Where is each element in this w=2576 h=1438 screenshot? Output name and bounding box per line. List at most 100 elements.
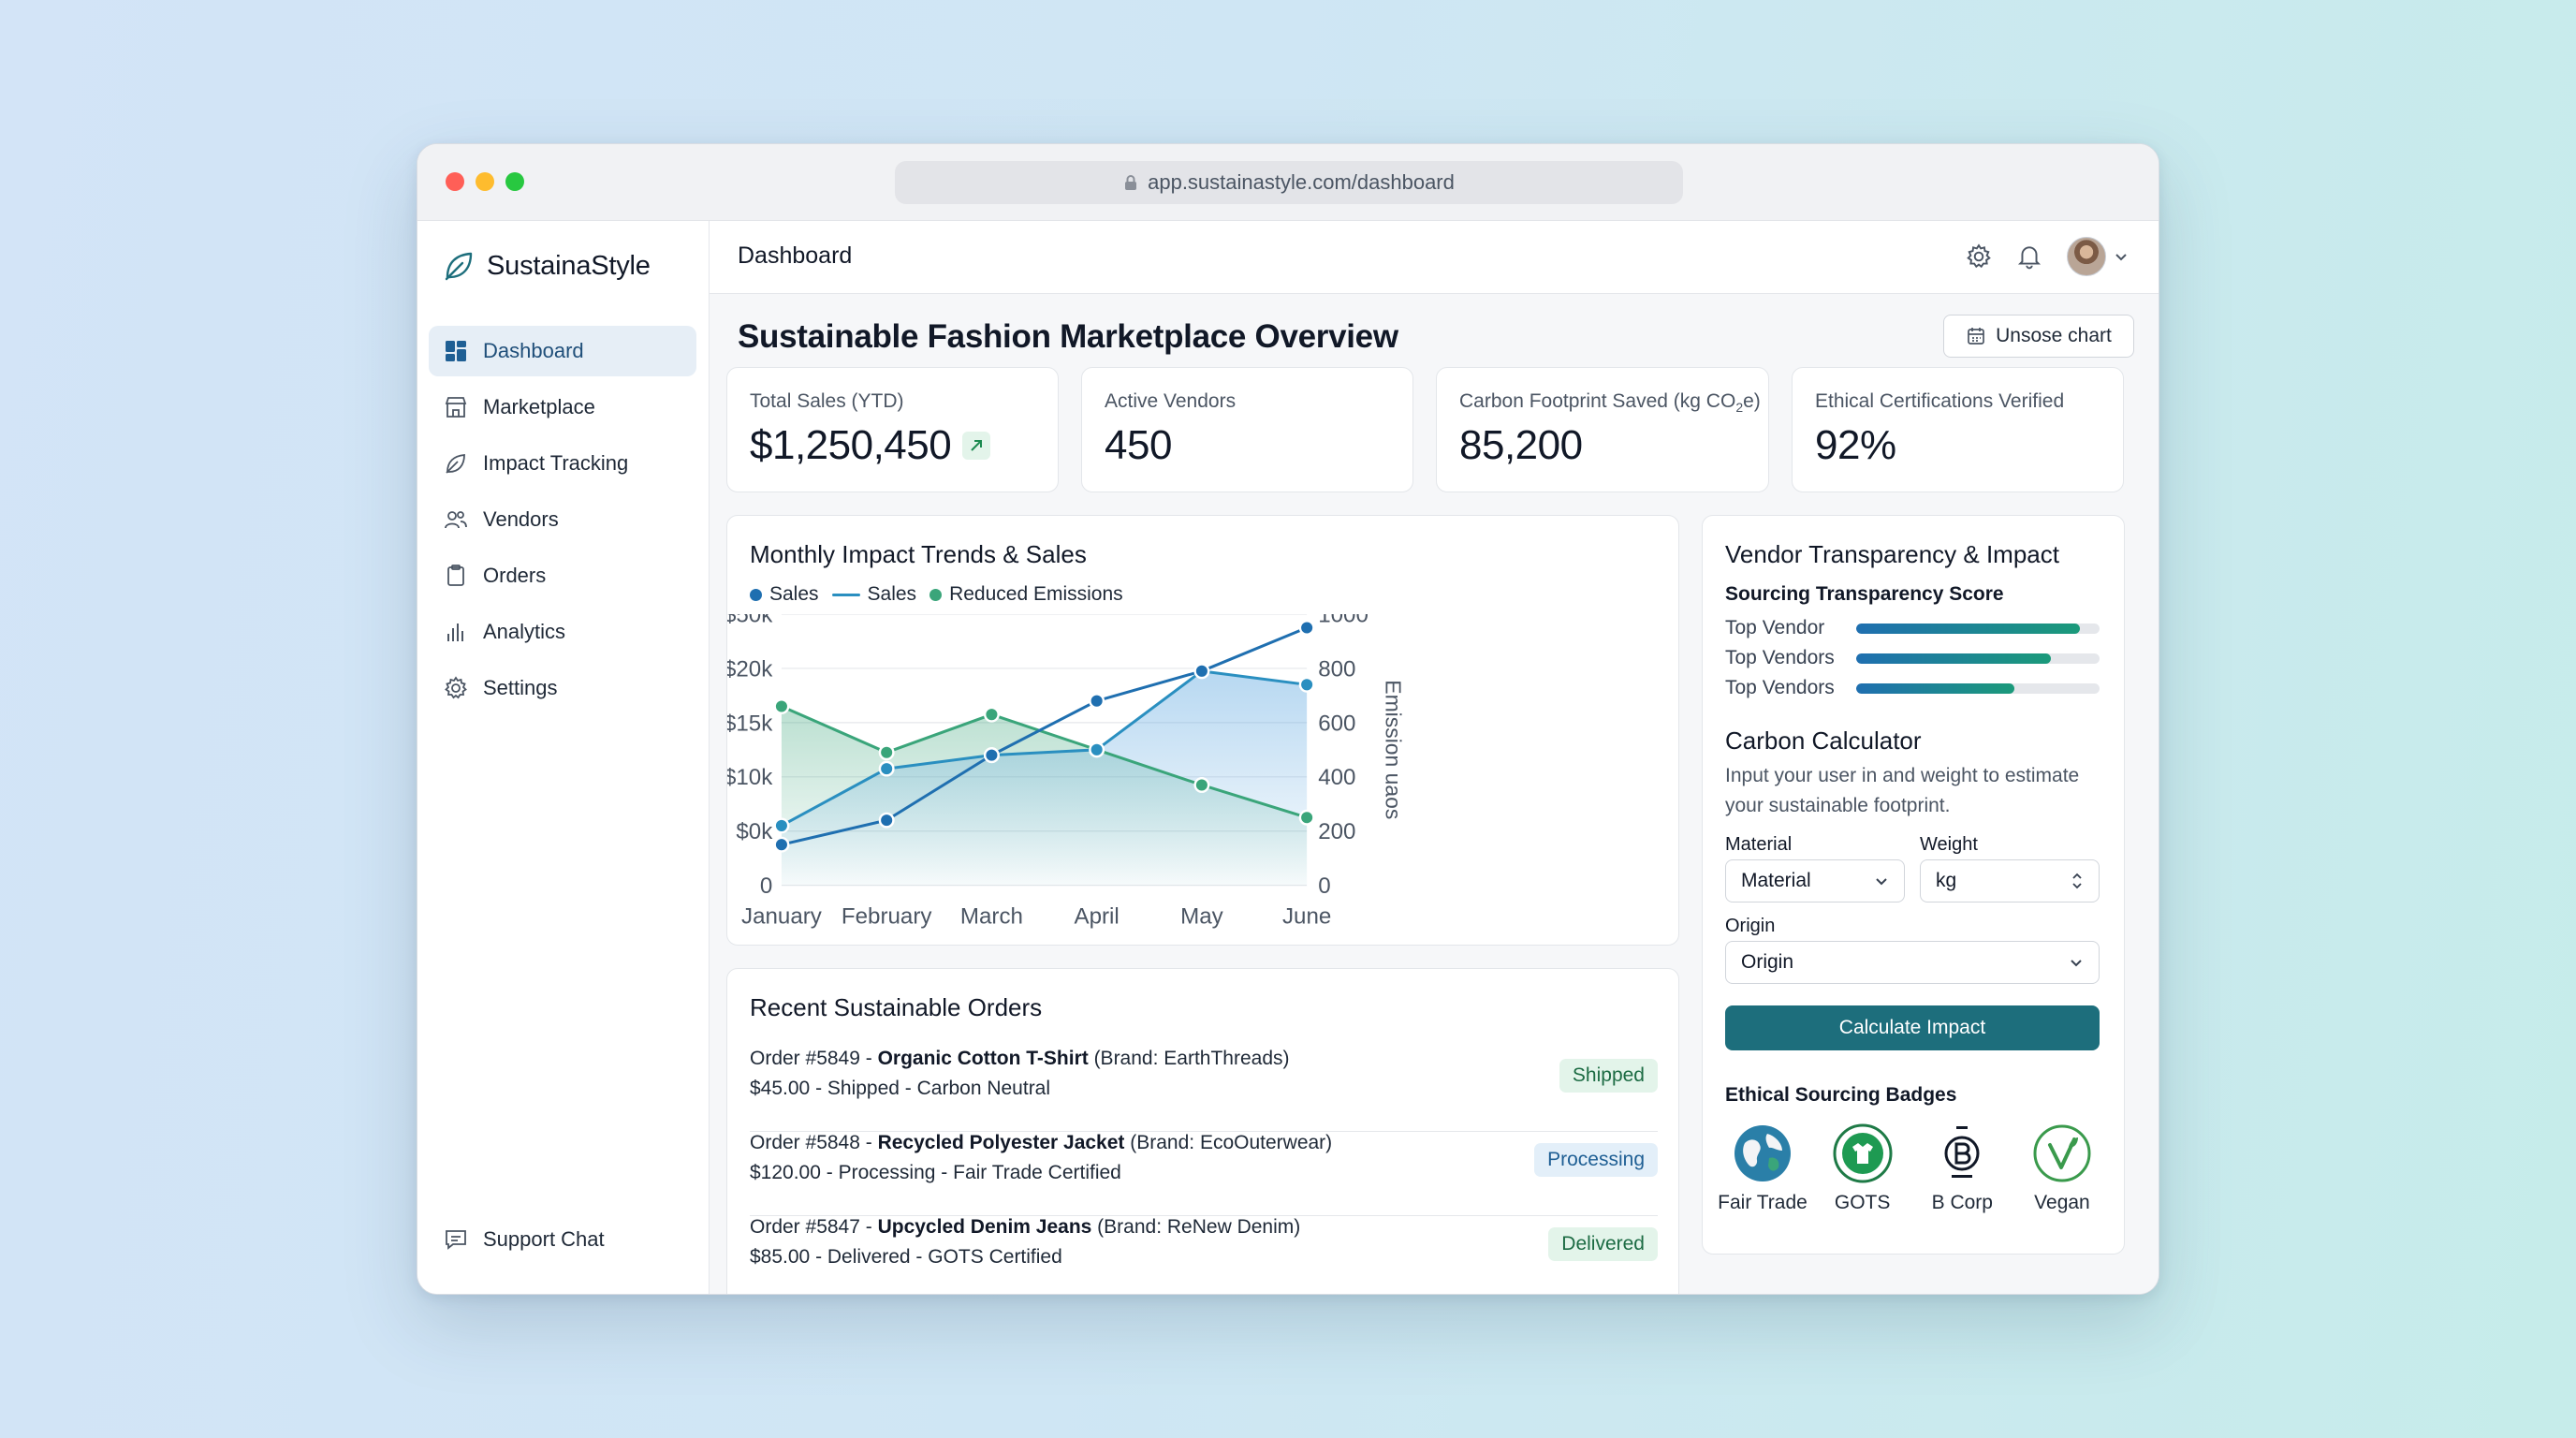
globe-icon: [1734, 1125, 1791, 1181]
sidebar-item-vendors[interactable]: Vendors: [429, 494, 696, 545]
legend-item[interactable]: Sales: [831, 583, 917, 606]
vendor-panel-title: Vendor Transparency & Impact: [1725, 540, 2059, 568]
series-line: [781, 705, 1308, 819]
series-area: [781, 670, 1308, 886]
bar-chart-icon: [447, 624, 463, 641]
transparency-score-row: Top Vendor: [1725, 615, 2100, 641]
address-bar[interactable]: app.sustainastyle.com/dashboard: [895, 161, 1683, 204]
dashboard-heading: Sustainable Fashion Marketplace Overview: [738, 318, 1398, 355]
badge-vegan[interactable]: Vegan: [2015, 1123, 2109, 1214]
support-chat-label: Support Chat: [483, 1227, 605, 1251]
score-track: [1856, 653, 2100, 664]
x-tick-label: March: [960, 904, 1023, 930]
material-label: Material: [1725, 834, 1793, 855]
kpi-card-active-vendors: Active Vendors 450: [1081, 367, 1413, 492]
chart-title: Monthly Impact Trends & Sales: [750, 540, 1087, 568]
material-select[interactable]: Material: [1725, 859, 1905, 902]
y-right-tick-label: 400: [1318, 765, 1355, 790]
score-track: [1856, 682, 2100, 694]
badge-fair-trade[interactable]: Fair Trade: [1716, 1123, 1809, 1214]
sidebar-item-dashboard[interactable]: Dashboard: [429, 326, 696, 376]
sidebar-item-label: Orders: [483, 564, 547, 587]
sidebar-item-settings[interactable]: Settings: [429, 663, 696, 713]
sidebar-item-orders[interactable]: Orders: [429, 550, 696, 601]
transparency-score-row: Top Vendors: [1725, 645, 2100, 671]
order-row[interactable]: Order #5848 - Recycled Polyester Jacket …: [750, 1132, 1658, 1216]
vendor-transparency-card: Vendor Transparency & Impact Sourcing Tr…: [1702, 515, 2125, 1255]
badge-label: GOTS: [1834, 1192, 1891, 1213]
support-chat-link[interactable]: Support Chat: [444, 1227, 605, 1252]
legend-item[interactable]: Sales: [750, 583, 819, 606]
x-tick-label: May: [1180, 904, 1224, 930]
sidebar: SustainaStyle Dashboard Marketplace: [417, 221, 710, 1294]
score-bar: [1856, 653, 2051, 664]
kpi-card-total-sales: Total Sales (YTD) $1,250,450: [726, 367, 1059, 492]
kpi-value: 85,200: [1459, 422, 1583, 468]
sidebar-item-marketplace[interactable]: Marketplace: [429, 382, 696, 433]
bell-icon[interactable]: [2016, 243, 2042, 270]
minimize-window-button[interactable]: [476, 172, 494, 191]
impact-trends-chart: 0 0 $0k 200 $10k 400 $15k 600 $20k 800 $50k 1000 Emi…: [727, 614, 1406, 930]
kpi-label: Carbon Footprint Saved (kg CO2e): [1459, 390, 1761, 416]
leaf-logo-icon: [445, 252, 473, 281]
sidebar-item-impact-tracking[interactable]: Impact Tracking: [429, 438, 696, 489]
data-point: [1298, 676, 1315, 693]
y-right-tick-label: 1000: [1318, 614, 1368, 627]
chevron-down-icon: [1876, 878, 1887, 886]
data-point: [878, 744, 895, 761]
close-window-button[interactable]: [446, 172, 464, 191]
user-menu[interactable]: [2067, 237, 2129, 276]
kpi-value: 92%: [1815, 422, 1896, 468]
kpi-value: $1,250,450: [750, 422, 952, 468]
x-tick-label: January: [741, 904, 823, 930]
calculate-impact-button[interactable]: Calculate Impact: [1725, 1005, 2100, 1050]
browser-titlebar: app.sustainastyle.com/dashboard: [417, 144, 2159, 221]
sidebar-item-analytics[interactable]: Analytics: [429, 607, 696, 657]
legend-label: Sales: [867, 583, 917, 605]
x-tick-label: June: [1282, 904, 1331, 930]
browser-window: app.sustainastyle.com/dashboard Sustaina…: [417, 143, 2159, 1295]
store-icon: [445, 397, 467, 418]
data-point: [983, 747, 1000, 764]
weight-label: Weight: [1920, 834, 1978, 855]
material-value: Material: [1741, 870, 1811, 891]
vegan-leaf-icon: [2033, 1124, 2091, 1182]
order-row[interactable]: Order #5847 - Upcycled Denim Jeans (Bran…: [750, 1216, 1658, 1294]
legend-marker: [750, 588, 762, 601]
origin-label: Origin: [1725, 916, 1776, 936]
weight-value: kg: [1936, 870, 1957, 891]
score-label: Top Vendors: [1725, 677, 1835, 698]
top-bar: Dashboard: [710, 221, 2159, 294]
data-point: [1089, 693, 1105, 710]
order-detail: $85.00 - Delivered - GOTS Certified: [750, 1246, 1062, 1268]
carbon-calculator-title: Carbon Calculator: [1725, 726, 1922, 755]
badge-gots[interactable]: GOTS: [1816, 1123, 1910, 1214]
y-left-tick-label: $15k: [727, 711, 773, 736]
y-left-tick-label: $10k: [727, 765, 773, 790]
legend-item[interactable]: Reduced Emissions: [929, 583, 1123, 606]
brand-logo[interactable]: SustainaStyle: [442, 249, 651, 283]
origin-value: Origin: [1741, 951, 1794, 973]
stepper-icon[interactable]: [2071, 871, 2084, 891]
gear-icon: [445, 676, 467, 699]
y-right-axis-label: Emission uaos: [1382, 680, 1406, 819]
chat-icon: [446, 1230, 466, 1250]
badge-label: Vegan: [2034, 1192, 2090, 1213]
data-point: [878, 812, 895, 829]
main-content: Dashboard Sustainable Fashion Marketplac…: [710, 221, 2159, 1294]
x-tick-label: February: [842, 904, 932, 930]
kpi-label: Total Sales (YTD): [750, 390, 904, 412]
weight-stepper[interactable]: kg: [1920, 859, 2100, 902]
origin-select[interactable]: Origin: [1725, 941, 2100, 984]
maximize-window-button[interactable]: [505, 172, 524, 191]
data-point: [773, 836, 790, 853]
chart-action-button[interactable]: Unsose chart: [1943, 315, 2134, 358]
y-right-tick-label: 800: [1318, 656, 1355, 682]
calculator-description: Input your user in and weight to estimat…: [1725, 765, 2080, 816]
sidebar-item-label: Analytics: [483, 620, 566, 643]
orders-title: Recent Sustainable Orders: [750, 993, 1043, 1021]
badge-b-corp[interactable]: B Corp: [1915, 1123, 2009, 1214]
gear-icon[interactable]: [1966, 243, 1992, 270]
y-left-tick-label: $50k: [727, 614, 773, 627]
order-row[interactable]: Order #5849 - Organic Cotton T-Shirt (Br…: [750, 1048, 1658, 1132]
